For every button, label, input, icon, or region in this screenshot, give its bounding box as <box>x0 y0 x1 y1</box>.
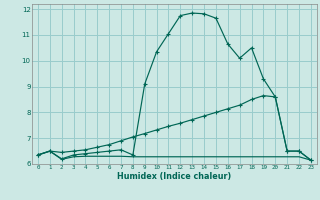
X-axis label: Humidex (Indice chaleur): Humidex (Indice chaleur) <box>117 172 232 181</box>
